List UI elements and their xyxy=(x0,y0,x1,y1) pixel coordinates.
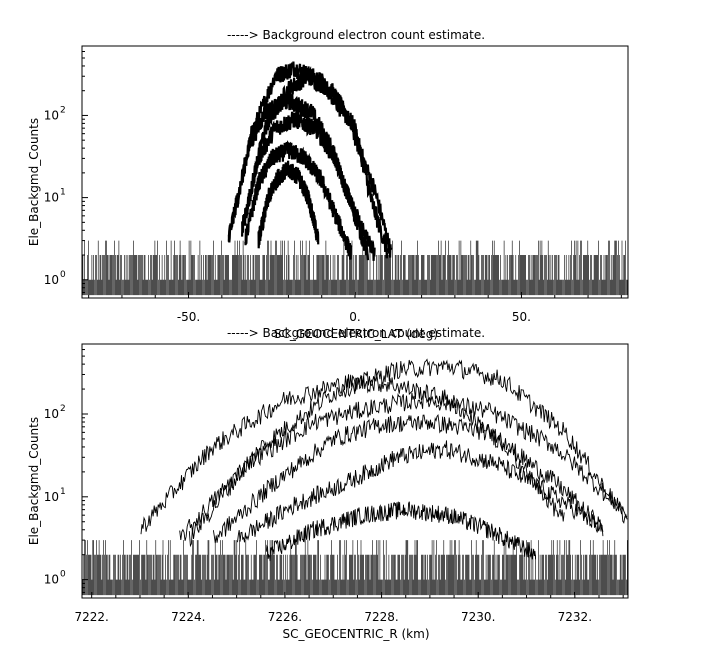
x-tick-label: 50. xyxy=(512,310,531,324)
y-tick-exponent: 2 xyxy=(60,105,66,115)
series-line-1-5 xyxy=(265,501,537,562)
plot-frame-latitude xyxy=(81,45,629,299)
x-tick-label: 7222. xyxy=(74,610,108,624)
series-line-1-0 xyxy=(188,358,628,548)
series-line-0-5 xyxy=(257,160,320,249)
series-line-1-3 xyxy=(212,413,604,544)
plot-frame-radius xyxy=(81,343,629,599)
y-tick-exponent: 2 xyxy=(60,404,66,414)
y-tick-exponent: 0 xyxy=(60,270,66,280)
y-axis-label-latitude: Ele_Backgmd_Counts xyxy=(27,118,41,246)
y-tick-label: 10 xyxy=(44,407,59,421)
chart-title-radius: -----> Background electron count estimat… xyxy=(227,326,485,340)
plot-area-radius xyxy=(81,358,628,596)
series-line-0-1 xyxy=(241,66,389,259)
x-axis-label-radius: SC_GEOCENTRIC_R (km) xyxy=(283,627,430,641)
x-tick-label: 7226. xyxy=(268,610,302,624)
x-tick-label: 7230. xyxy=(461,610,495,624)
series-line-1-1 xyxy=(140,374,565,535)
series-line-0-4 xyxy=(244,140,353,260)
x-tick-label: 7228. xyxy=(364,610,398,624)
y-tick-label: 10 xyxy=(44,191,59,205)
series-line-1-2 xyxy=(179,390,628,541)
x-axis-label-latitude: SC_GEOCENTRIC_LAT (deg) xyxy=(274,327,438,341)
x-tick-label: 7232. xyxy=(558,610,592,624)
y-tick-label: 10 xyxy=(44,108,59,122)
plot-area-latitude xyxy=(81,61,628,296)
series-line-1-4 xyxy=(237,440,604,543)
y-tick-exponent: 0 xyxy=(60,570,66,580)
x-axis-radius: 7222. 7224. 7226. 7228. 7230. 7232. xyxy=(74,592,624,624)
y-tick-label: 10 xyxy=(44,273,59,287)
y-tick-exponent: 1 xyxy=(60,188,66,198)
y-tick-label: 10 xyxy=(44,490,59,504)
y-tick-label: 10 xyxy=(44,573,59,587)
y-axis-label-radius: Ele_Backgmd_Counts xyxy=(27,417,41,545)
noise-floor-0 xyxy=(81,240,628,296)
x-tick-label: -50. xyxy=(177,310,200,324)
noise-floor-1 xyxy=(81,540,628,596)
y-tick-exponent: 1 xyxy=(60,487,66,497)
series-line-0-3 xyxy=(241,111,370,261)
x-tick-label: 7224. xyxy=(171,610,205,624)
x-axis-latitude: -50. 0. 50. xyxy=(88,292,622,324)
x-tick-label: 0. xyxy=(349,310,360,324)
chart-title-latitude: -----> Background electron count estimat… xyxy=(227,28,485,42)
